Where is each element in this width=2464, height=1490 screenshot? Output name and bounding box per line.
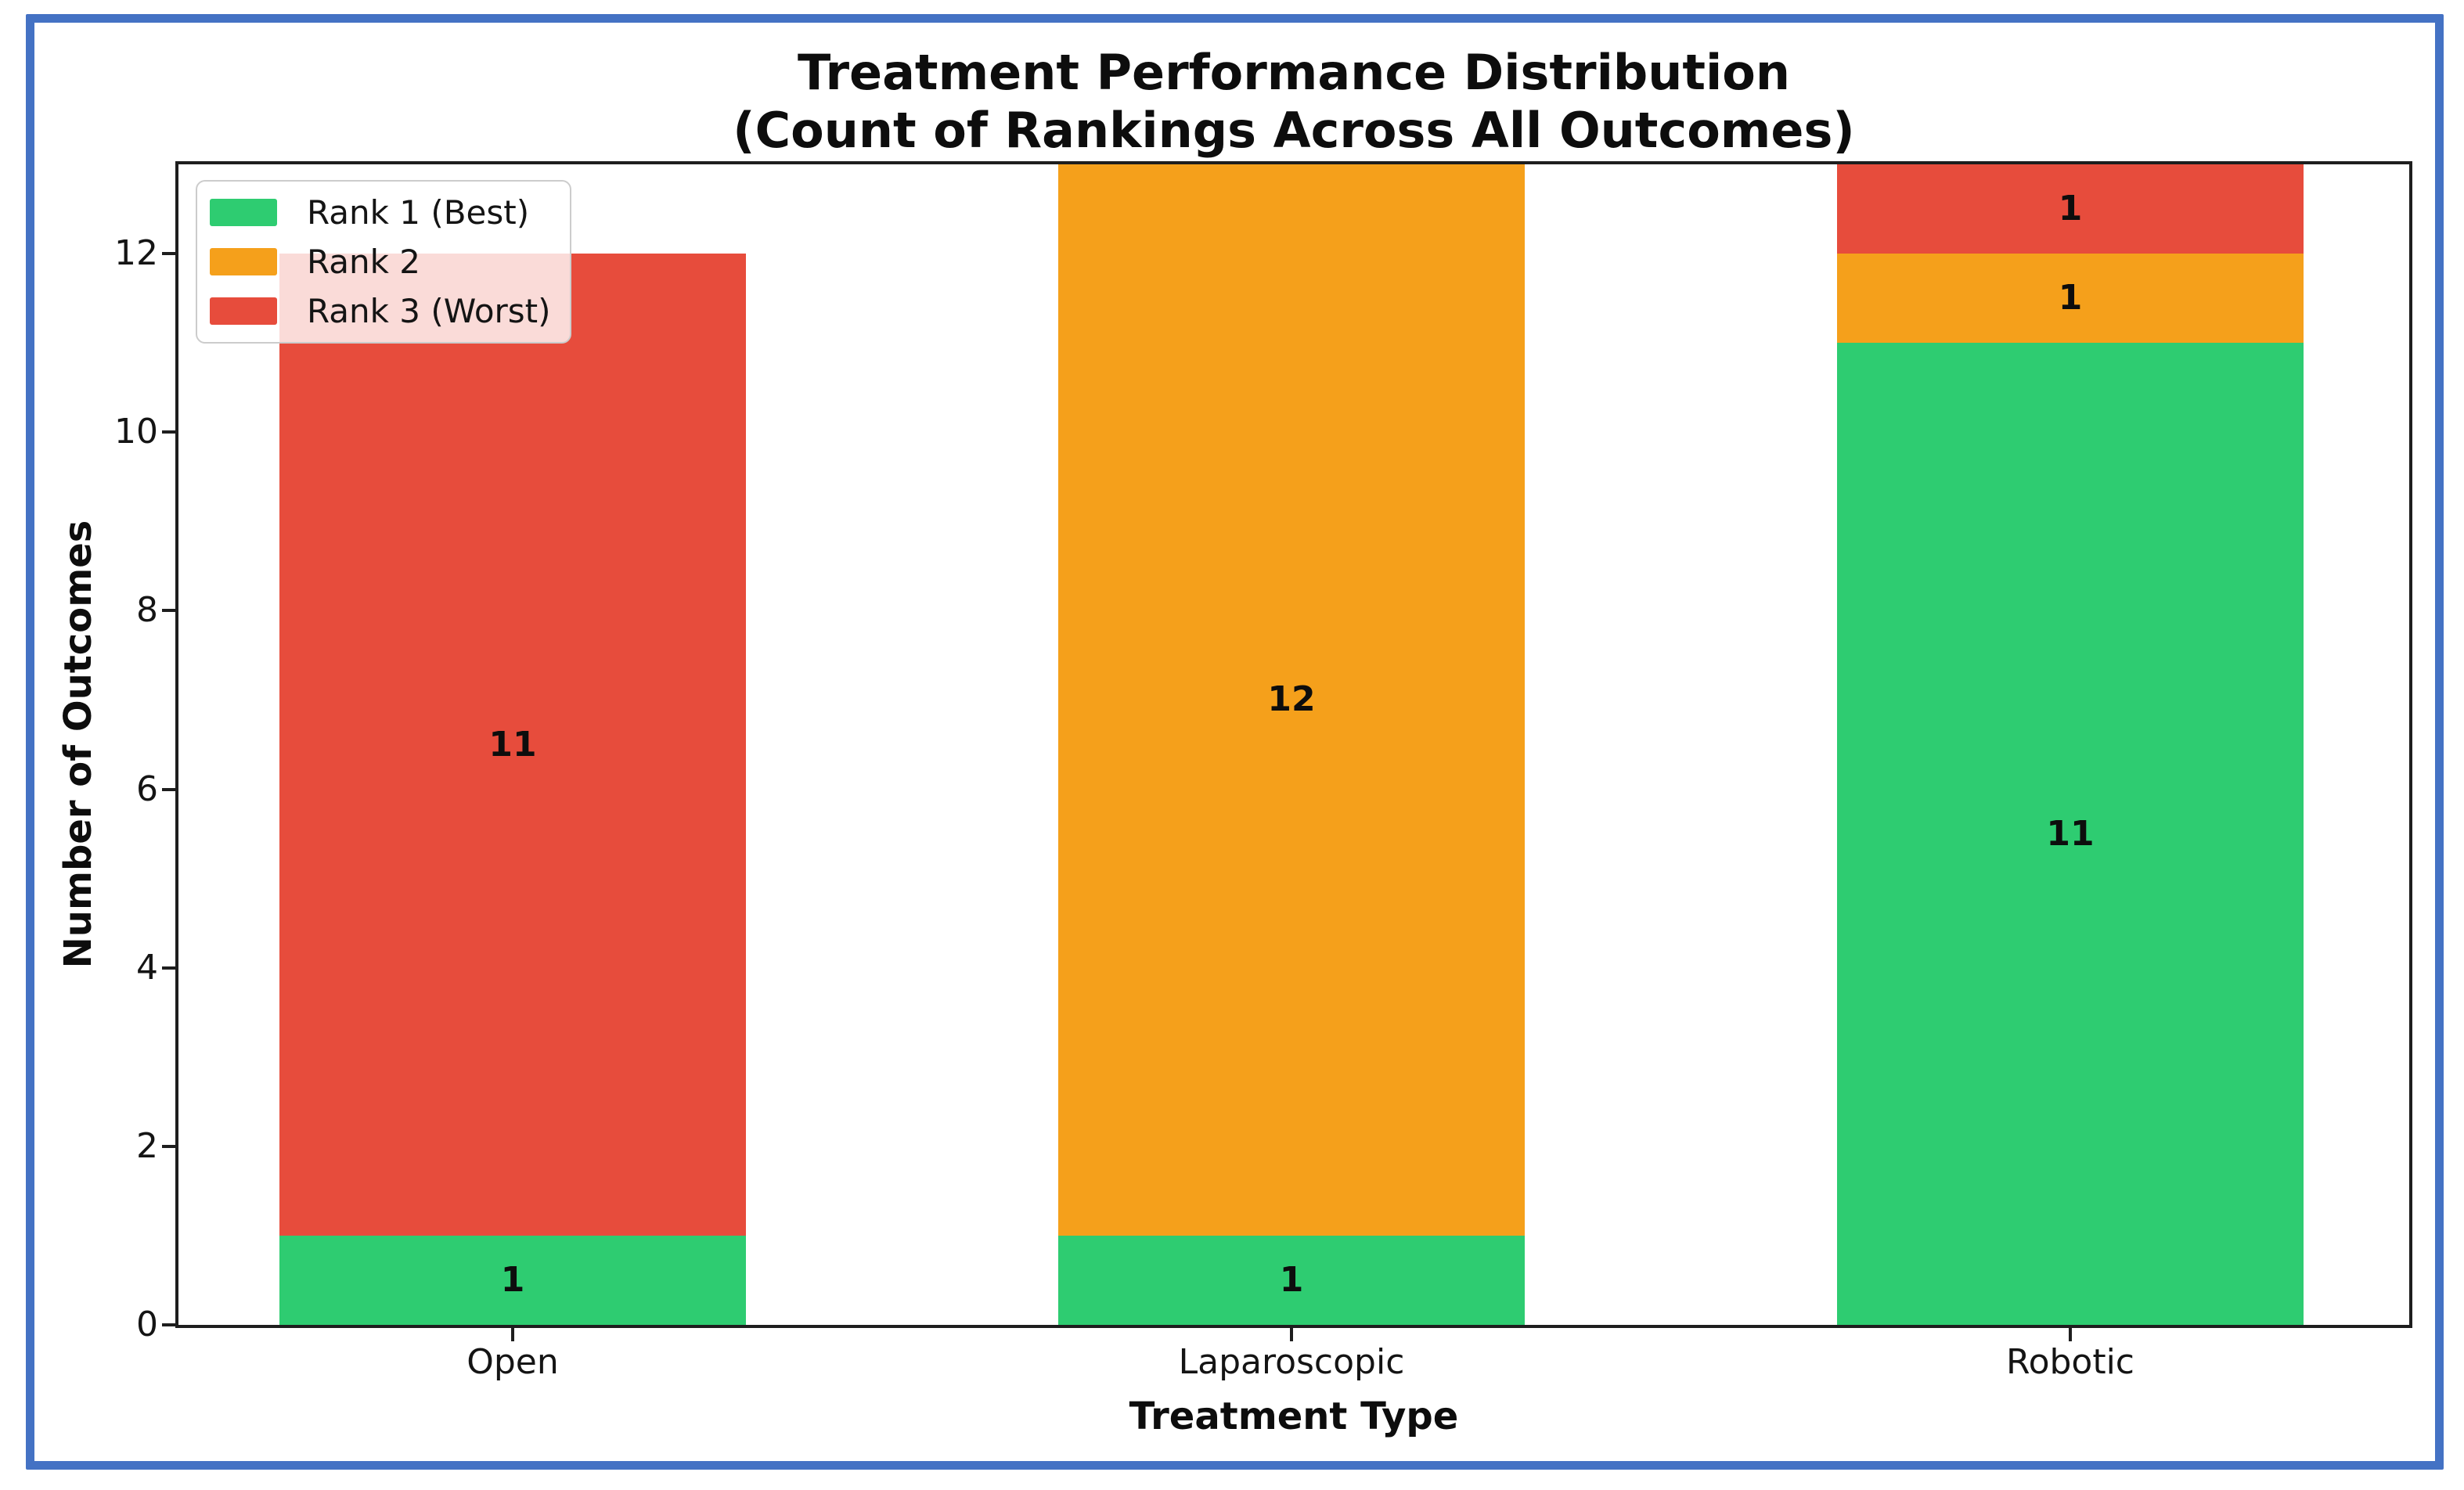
plot-area: Rank 1 (Best) Rank 2 Rank 3 (Worst) 1 11 Ope…: [114, 161, 2412, 1381]
bar-laparoscopic: 1 12: [1058, 164, 1525, 1325]
y-tick-mark: [162, 787, 175, 791]
bar-value-label: 1: [500, 1259, 525, 1300]
legend-item-rank-1: Rank 1 (Best): [210, 188, 551, 237]
legend-swatch-rank-3: [210, 297, 277, 325]
legend-swatch-rank-1: [210, 199, 277, 226]
bar-segment-rank-1: 1: [279, 1235, 746, 1325]
x-tick-label: Laparoscopic: [1178, 1342, 1405, 1382]
legend-item-rank-3: Rank 3 (Worst): [210, 286, 551, 336]
y-tick-label: 0: [136, 1305, 158, 1344]
x-tick-mark: [2069, 1328, 2072, 1341]
chart-title-line2: (Count of Rankings Across All Outcomes): [733, 102, 1855, 159]
legend-label-rank-3: Rank 3 (Worst): [307, 291, 551, 330]
y-tick-label: 2: [136, 1125, 158, 1166]
x-tick-label: Open: [467, 1342, 559, 1382]
x-tick-mark: [511, 1328, 514, 1341]
x-axis-label: Treatment Type: [1129, 1395, 1459, 1438]
legend-label-rank-1: Rank 1 (Best): [307, 193, 530, 232]
y-tick-mark: [162, 1323, 175, 1326]
bar-segment-rank-1: 11: [1837, 343, 2304, 1325]
bar-value-label: 1: [1279, 1259, 1304, 1300]
bar-value-label: 12: [1267, 679, 1316, 720]
bar-open: 1 11: [279, 254, 746, 1325]
y-axis-label: Number of Outcomes: [56, 520, 100, 969]
y-tick-label: 10: [114, 412, 158, 452]
legend-swatch-rank-2: [210, 248, 277, 275]
y-tick-mark: [162, 966, 175, 970]
legend-label-rank-2: Rank 2: [307, 242, 421, 281]
bar-value-label: 1: [2058, 189, 2083, 229]
bar-robotic: 11 1 1: [1837, 164, 2304, 1325]
bar-value-label: 11: [2046, 813, 2095, 854]
bar-value-label: 11: [488, 724, 537, 765]
bar-segment-rank-3: 1: [1837, 164, 2304, 254]
legend: Rank 1 (Best) Rank 2 Rank 3 (Worst): [196, 180, 571, 344]
x-tick-label: Robotic: [2005, 1342, 2135, 1382]
y-tick-mark: [162, 609, 175, 613]
chart-title-line1: Treatment Performance Distribution: [797, 44, 1790, 101]
chart-title: Treatment Performance Distribution (Coun…: [178, 44, 2409, 160]
y-tick-label: 4: [136, 947, 158, 988]
bar-segment-rank-2: 1: [1837, 254, 2304, 344]
y-tick-label: 6: [136, 768, 158, 809]
bar-segment-rank-3: 11: [279, 254, 746, 1236]
bar-value-label: 1: [2058, 278, 2083, 319]
y-tick-mark: [162, 252, 175, 256]
bar-segment-rank-2: 12: [1058, 164, 1525, 1236]
x-tick-mark: [1290, 1328, 1293, 1341]
bar-segment-rank-1: 1: [1058, 1235, 1525, 1325]
y-tick-label: 8: [136, 590, 158, 631]
legend-item-rank-2: Rank 2: [210, 237, 551, 286]
y-tick-mark: [162, 430, 175, 434]
y-tick-mark: [162, 1144, 175, 1148]
y-tick-label: 12: [114, 233, 158, 274]
